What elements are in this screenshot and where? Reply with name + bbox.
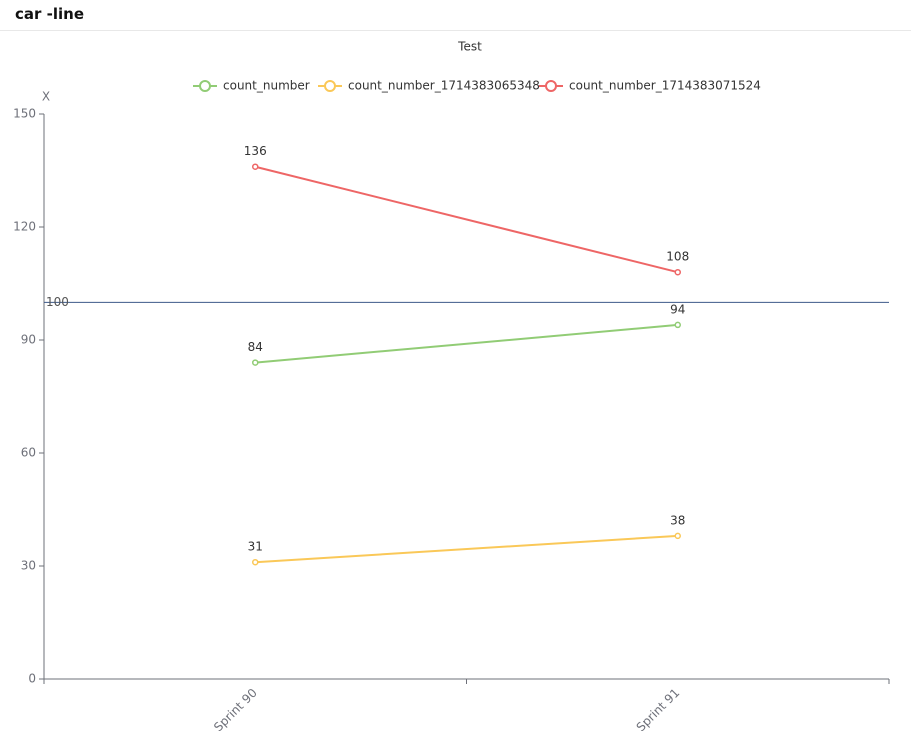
series-line	[255, 534, 678, 564]
series-line	[255, 323, 678, 364]
y-tick-label: 90	[21, 333, 36, 347]
y-tick-label: 120	[13, 220, 36, 234]
y-tick-label: 0	[28, 672, 36, 686]
header: car -line	[0, 0, 911, 31]
chart: Test X 0 30 60 90 120 150 Sprint 90 Sprint 91 10…	[13, 40, 890, 731]
data-label: 31	[248, 540, 263, 554]
mark-line-label: 100	[46, 295, 69, 309]
page-title: car -line	[15, 5, 84, 23]
legend-marker	[199, 80, 211, 92]
legend-marker	[324, 80, 336, 92]
data-point	[252, 163, 259, 170]
legend-label: count_number_1714383071524	[569, 79, 761, 93]
data-point	[252, 359, 259, 366]
chart-title: Test	[457, 40, 482, 54]
data-label: 94	[670, 302, 685, 316]
data-point	[674, 268, 681, 276]
data-label: 84	[248, 340, 263, 354]
y-tick-label: 60	[21, 446, 36, 460]
data-point	[252, 558, 259, 566]
y-axis-label: X	[42, 90, 50, 104]
legend-marker	[545, 80, 557, 92]
y-tick-label: 30	[21, 559, 36, 573]
data-label: 38	[670, 513, 685, 527]
data-label: 108	[666, 250, 689, 264]
x-tick-label: Sprint 90	[211, 686, 260, 731]
data-point	[674, 532, 681, 540]
series-line	[255, 165, 678, 274]
legend-label: count_number_1714383065348	[348, 79, 540, 93]
data-point	[674, 321, 681, 329]
data-label: 136	[244, 144, 267, 158]
x-tick-label: Sprint 91	[634, 686, 683, 731]
y-tick-label: 150	[13, 107, 36, 121]
legend-label: count_number	[223, 79, 310, 93]
